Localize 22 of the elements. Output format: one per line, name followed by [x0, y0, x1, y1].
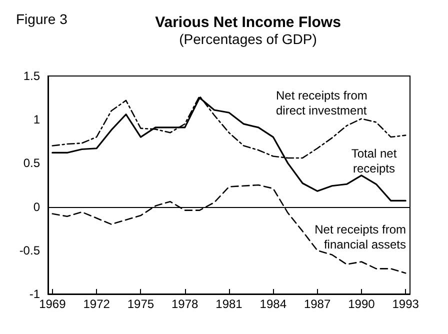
x-tick-label: 1972 — [83, 297, 110, 311]
series-label: Net receipts from direct investment — [276, 88, 368, 118]
y-tick-label: -1 — [29, 287, 40, 301]
x-tick-label: 1978 — [172, 297, 199, 311]
y-tick-label: 1 — [33, 112, 40, 127]
y-tick-label: 0.5 — [23, 156, 40, 170]
x-tick-label: 1993 — [392, 297, 420, 311]
chart-subtitle: (Percentages of GDP) — [179, 31, 317, 47]
caption: Figure 3 — [16, 11, 68, 27]
x-tick-label: 1984 — [260, 297, 287, 311]
x-tick-label: 1990 — [348, 297, 376, 311]
x-tick-label: 1981 — [216, 297, 243, 311]
series-label: Total net receipts — [351, 146, 398, 176]
x-tick-label: 1975 — [127, 297, 154, 311]
y-tick-label: 0 — [33, 200, 40, 214]
line-series — [52, 184, 406, 274]
x-tick-label: 1969 — [39, 297, 66, 311]
chart-title: Various Net Income Flows — [155, 14, 341, 31]
y-tick-label: 1.5 — [23, 69, 40, 83]
x-tick-label: 1987 — [304, 297, 331, 311]
series-label: Net receipts from financial assets — [314, 222, 406, 252]
y-tick-label: -0.5 — [19, 243, 40, 258]
